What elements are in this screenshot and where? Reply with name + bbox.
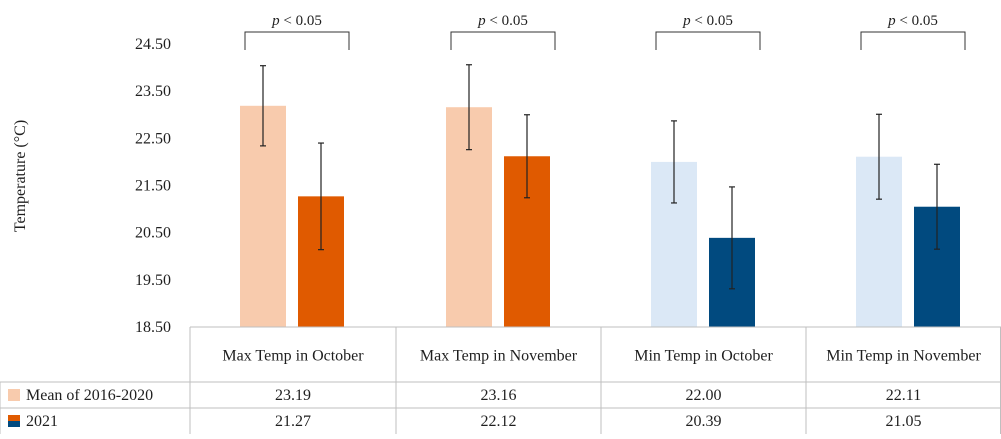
p-value-label: p < 0.05	[271, 13, 322, 29]
p-value-label: p < 0.05	[682, 13, 733, 29]
p-value-label: p < 0.05	[887, 13, 938, 29]
data-label: 22.00	[686, 387, 722, 404]
data-label: 22.12	[481, 413, 517, 430]
y-axis-label: Temperature (°C)	[12, 120, 29, 232]
bars	[240, 105, 960, 327]
data-label: 21.27	[275, 413, 311, 430]
category-label: Max Temp in November	[420, 348, 578, 365]
error-bars	[260, 64, 940, 290]
p-value-label: p < 0.05	[477, 13, 528, 29]
significance-bracket	[450, 31, 556, 50]
data-label: 23.16	[481, 387, 517, 404]
significance-bracket	[244, 31, 350, 50]
legend-label: Mean of 2016-2020	[26, 387, 153, 404]
y-tick-label: 18.50	[135, 319, 171, 336]
significance-bracket	[655, 31, 761, 50]
y-tick-label: 24.50	[135, 36, 171, 53]
legend-key	[8, 389, 20, 401]
y-tick-label: 23.50	[135, 83, 171, 100]
y-tick-label: 19.50	[135, 272, 171, 289]
y-tick-label: 21.50	[135, 178, 171, 195]
data-table: Max Temp in October Max Temp in November M…	[0, 326, 1001, 434]
significance-annotations: p < 0.05 p < 0.05 p < 0.05 p < 0.05	[244, 13, 966, 50]
data-label: 23.19	[275, 387, 311, 404]
y-tick-label: 20.50	[135, 225, 171, 242]
significance-bracket	[860, 31, 966, 50]
y-tick-label: 22.50	[135, 130, 171, 147]
legend-key	[8, 421, 20, 427]
legend-key	[8, 415, 20, 421]
category-label: Min Temp in October	[634, 348, 773, 365]
legend-label: 2021	[26, 413, 58, 430]
y-axis: 24.50 23.50 22.50 21.50 20.50 19.50 18.50	[135, 36, 171, 336]
category-label: Min Temp in November	[826, 348, 981, 365]
data-label: 22.11	[886, 387, 921, 404]
data-label: 20.39	[686, 413, 722, 430]
category-label: Max Temp in October	[222, 348, 364, 365]
data-label: 21.05	[886, 413, 922, 430]
